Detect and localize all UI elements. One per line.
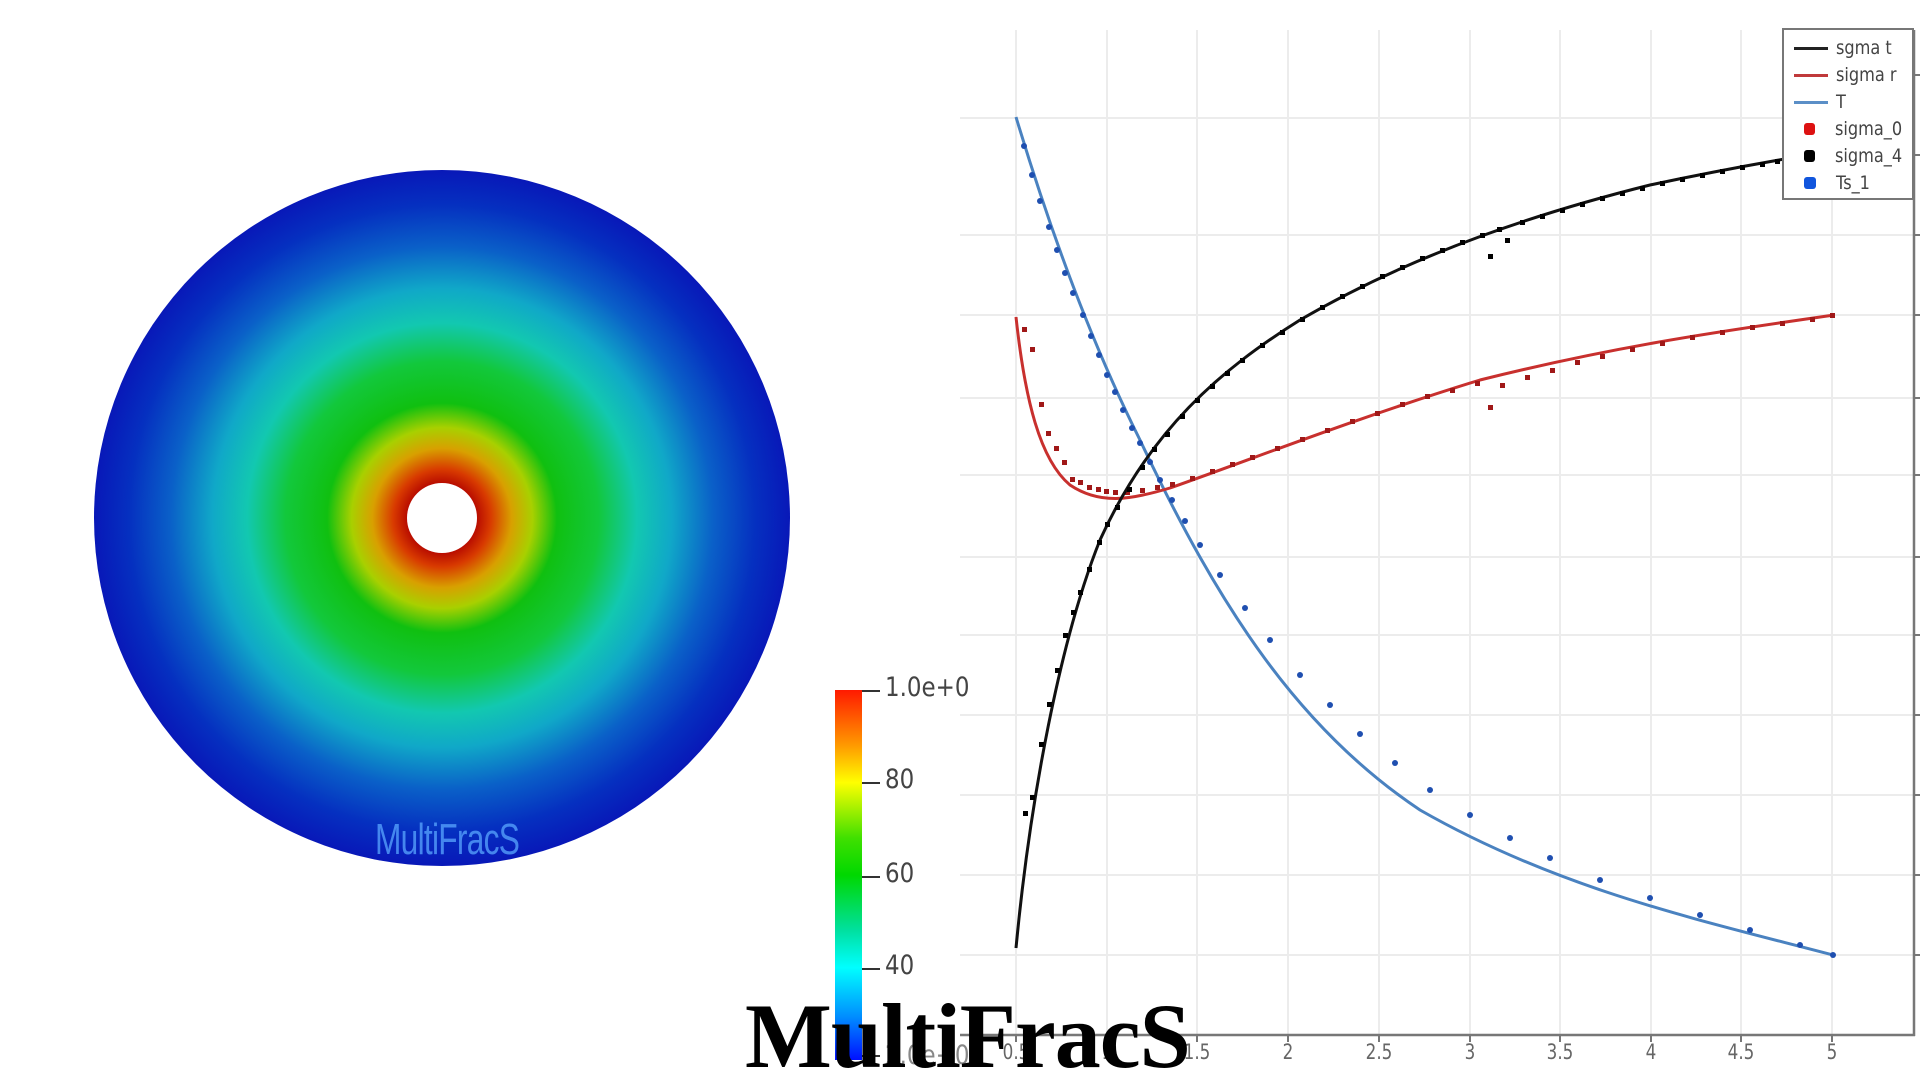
colorbar-ticks	[862, 690, 882, 1060]
x-tick-label: 4.5	[1727, 1040, 1755, 1064]
series-sigma_4-markers	[1023, 159, 1780, 816]
x-tick-label: 2.5	[1365, 1040, 1393, 1064]
legend-item-T: T	[1784, 90, 1914, 114]
x-tick-label: 2	[1282, 1040, 1294, 1064]
series-sigma_0-markers	[1022, 313, 1835, 495]
x-tick-label: 0.5	[1002, 1040, 1030, 1064]
series-sigma-r-line	[1014, 313, 1835, 500]
x-tick-label: 3	[1464, 1040, 1476, 1064]
chart-axes	[960, 30, 1916, 1037]
legend-item-sgma-t: sgma t	[1784, 36, 1914, 60]
disk-watermark: MultiFracS	[375, 815, 520, 864]
legend-item-sigma_0: sigma_0	[1784, 117, 1914, 141]
colorbar-min-label: 2.0e+0	[885, 1040, 970, 1071]
marker-dot-icon	[1804, 177, 1816, 189]
marker-dot-icon	[1804, 123, 1816, 135]
colorbar-tick-60: 60	[885, 858, 915, 889]
disk-hole	[407, 483, 477, 553]
line-swatch-icon	[1794, 100, 1828, 104]
chart-grid	[960, 30, 1914, 1035]
line-swatch-icon	[1794, 73, 1828, 77]
series-Ts_1-markers	[1021, 143, 1836, 958]
colorbar-tick-80: 80	[885, 764, 915, 795]
legend-item-sigma-r: sigma r	[1784, 63, 1914, 87]
legend-item-sigma_4: sigma_4	[1784, 144, 1914, 168]
x-tick-label: 4	[1645, 1040, 1657, 1064]
x-axis-ticks	[1015, 1035, 1833, 1042]
x-tick-label: 5	[1826, 1040, 1838, 1064]
chart-legend: sgma t sigma r T sigma_0 sigma_4 Ts_1	[1782, 28, 1914, 200]
colorbar	[835, 690, 862, 1060]
x-tick-label: 1.5	[1183, 1040, 1211, 1064]
series-sgma-t-line	[1014, 156, 1791, 949]
y-axis-right-ticks	[1914, 74, 1920, 956]
colorbar-max-label: 1.0e+0	[885, 672, 970, 703]
line-swatch-icon	[1794, 46, 1828, 50]
watermark-title: MultiFracS	[745, 985, 1191, 1087]
x-tick-label: 1	[1101, 1040, 1113, 1064]
colorbar-tick-40: 40	[885, 950, 915, 981]
marker-dot-icon	[1804, 150, 1816, 162]
legend-item-Ts_1: Ts_1	[1784, 171, 1914, 195]
x-tick-label: 3.5	[1546, 1040, 1574, 1064]
series-T-line	[1014, 116, 1834, 957]
